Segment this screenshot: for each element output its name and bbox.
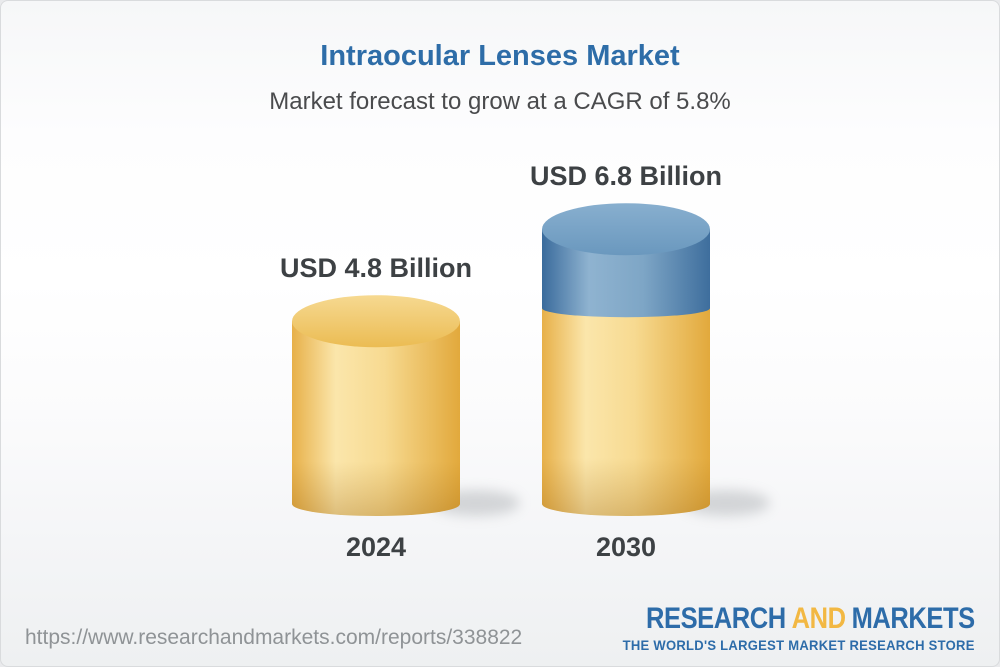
logo-word-research: RESEARCH: [646, 602, 787, 636]
x-axis-label-2030: 2030: [595, 532, 657, 562]
bars-group: [292, 203, 770, 516]
x-axis-label-2024: 2024: [345, 532, 407, 562]
logo-tagline: THE WORLD'S LARGEST MARKET RESEARCH STOR…: [622, 636, 975, 653]
chart-subtitle: Market forecast to grow at a CAGR of 5.8…: [269, 88, 731, 115]
bar-value-label-2024: USD 4.8 Billion: [279, 253, 473, 284]
logo-word-markets: MARKETS: [851, 602, 976, 636]
source-url: https://www.researchandmarkets.com/repor…: [25, 626, 523, 649]
bar-value-label-2030: USD 6.8 Billion: [529, 161, 723, 192]
logo-word-and: AND: [791, 602, 846, 636]
researchandmarkets-logo: RESEARCH AND MARKETS THE WORLD'S LARGEST M…: [588, 603, 976, 653]
page-title: Intraocular Lenses Market: [320, 40, 680, 72]
logo-wordmark: RESEARCH AND MARKETS: [646, 603, 975, 635]
